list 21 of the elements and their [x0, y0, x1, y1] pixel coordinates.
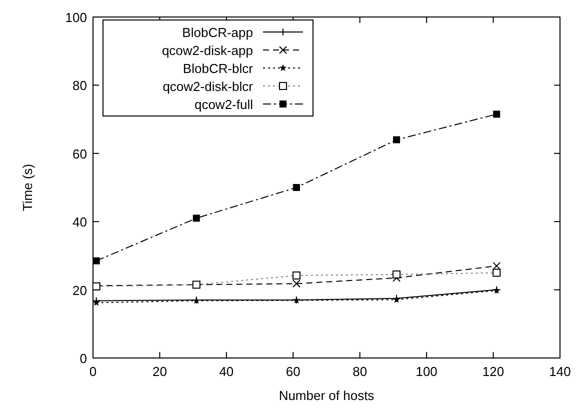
x-tick-label: 20: [152, 364, 167, 379]
x-tick-label: 60: [286, 364, 300, 379]
y-tick-label: 20: [72, 282, 87, 298]
x-tick-label: 100: [416, 364, 438, 379]
legend-label: BlobCR-app: [182, 25, 253, 40]
legend-label: qcow2-disk-blcr: [162, 79, 254, 94]
legend-label: BlobCR-blcr: [182, 61, 254, 76]
x-tick-label: 80: [352, 364, 368, 379]
x-tick-label: 120: [482, 364, 504, 379]
x-axis-title: Number of hosts: [278, 388, 375, 403]
x-tick-label: 40: [219, 364, 234, 379]
y-tick-label: 0: [80, 351, 87, 366]
x-tick-label: 140: [549, 364, 571, 379]
y-axis-title: Time (s): [20, 164, 35, 212]
y-tick-label: 100: [65, 10, 87, 25]
y-tick-label: 60: [72, 146, 87, 162]
x-tick-label: 0: [89, 364, 97, 379]
y-tick-label: 80: [72, 78, 87, 94]
legend-label: qcow2-full: [194, 97, 254, 112]
y-tick-label: 40: [72, 214, 87, 230]
legend-label: qcow2-disk-app: [162, 43, 253, 58]
